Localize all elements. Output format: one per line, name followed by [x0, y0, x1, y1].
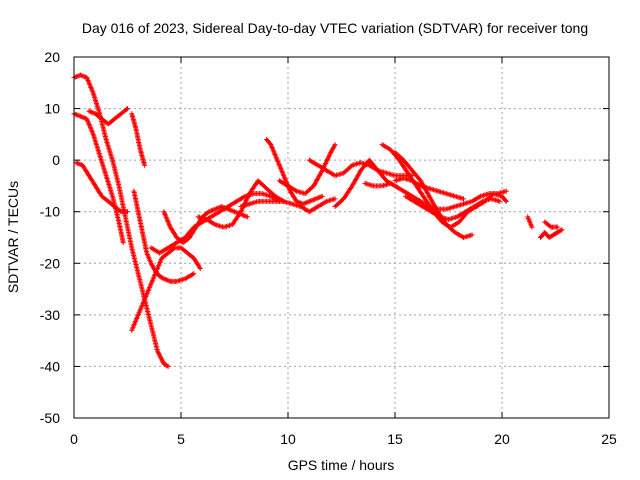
series-arc-22 — [525, 214, 535, 230]
y-tick-label: 0 — [52, 152, 60, 168]
data-point — [547, 223, 553, 229]
series-arc-20 — [362, 180, 394, 189]
y-tick-label: -40 — [40, 358, 60, 374]
series-arc-3 — [73, 160, 130, 215]
chart-title: Day 016 of 2023, Sidereal Day-to-day VTE… — [82, 20, 588, 36]
series-arc-14 — [306, 157, 415, 179]
y-tick-label: 20 — [44, 49, 60, 65]
series-arc-4 — [86, 106, 130, 127]
data-point — [503, 198, 509, 204]
data-point — [123, 106, 129, 112]
series-arc-5 — [129, 111, 148, 168]
data-point — [160, 275, 166, 281]
data-point — [555, 224, 561, 230]
data-point — [460, 196, 466, 202]
data-point — [388, 180, 394, 186]
series-arc-17 — [392, 149, 475, 240]
x-axis-label: GPS time / hours — [288, 457, 395, 473]
data-point — [165, 363, 171, 369]
data-point — [164, 363, 170, 369]
y-tick-label: -30 — [40, 307, 60, 323]
series-arc-9 — [148, 191, 282, 256]
x-tick-label: 0 — [70, 431, 78, 447]
series-arc-13 — [276, 142, 338, 197]
data-point — [332, 142, 338, 148]
series-arc-12 — [264, 137, 325, 207]
x-tick-label: 20 — [494, 431, 510, 447]
data-point — [502, 197, 508, 203]
y-tick-label: 10 — [44, 101, 60, 117]
gridlines — [74, 57, 609, 418]
x-tick-label: 15 — [387, 431, 403, 447]
data-point — [503, 188, 509, 194]
data-point — [558, 227, 564, 233]
series-arc-7 — [131, 188, 197, 284]
data-point — [319, 193, 325, 199]
series-arc-19 — [392, 175, 466, 202]
data-point — [191, 271, 197, 277]
y-axis-label: SDTVAR / TECUs — [5, 181, 21, 293]
series-arc-23 — [538, 227, 565, 240]
data-point — [120, 240, 126, 246]
series-arc-10 — [195, 178, 287, 230]
data-point — [244, 214, 250, 220]
data-point — [469, 232, 475, 238]
y-tick-label: -10 — [40, 204, 60, 220]
data-point — [142, 162, 148, 168]
data-point — [197, 265, 203, 271]
series-arc-6 — [129, 245, 203, 333]
x-tick-label: 5 — [177, 431, 185, 447]
x-tick-label: 25 — [601, 431, 617, 447]
data-point — [497, 198, 503, 204]
plot-frame — [73, 56, 610, 419]
data-point — [117, 208, 123, 214]
data-point — [125, 106, 130, 112]
y-tick-label: -20 — [40, 255, 60, 271]
series-arc-2 — [71, 111, 126, 246]
y-tick-label: -50 — [40, 410, 60, 426]
series-arc-8 — [161, 204, 250, 246]
x-tick-label: 10 — [280, 431, 296, 447]
data-points — [71, 72, 565, 369]
series-arc-21 — [473, 191, 509, 210]
data-point — [125, 209, 130, 215]
series-arc-24 — [542, 219, 561, 230]
series-arc-11 — [238, 196, 338, 215]
axis-ticks — [73, 56, 610, 419]
data-point — [529, 224, 535, 230]
tick-labels: 0 5 10 15 20 25 -50 -40 -30 -20 -10 0 10 20 — [40, 49, 617, 447]
data-point — [559, 227, 565, 233]
data-point — [332, 196, 338, 202]
